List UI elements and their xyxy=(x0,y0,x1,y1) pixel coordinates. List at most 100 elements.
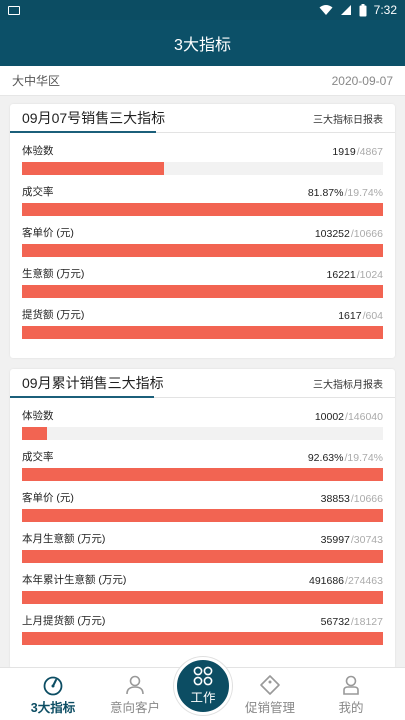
metric-item: 客单价 (元) 103252/10666 xyxy=(10,218,395,259)
title-underline xyxy=(10,396,154,398)
metric-value: 16221 xyxy=(326,269,356,281)
title-underline xyxy=(10,131,156,133)
progress-fill xyxy=(22,591,383,604)
metric-target: /1024 xyxy=(356,269,383,281)
metric-item: 体验数 10002/146040 xyxy=(10,401,395,442)
daily-report-link[interactable]: 三大指标日报表 xyxy=(313,114,383,126)
metric-label: 成交率 xyxy=(22,451,54,463)
image-notification-icon xyxy=(8,5,20,15)
metric-item: 提货额 (万元) 1617/604 xyxy=(10,300,395,341)
work-button[interactable]: 工作 xyxy=(174,657,232,715)
metric-value: 1617 xyxy=(338,310,362,322)
date-label[interactable]: 2020-09-07 xyxy=(331,73,393,88)
metric-label: 客单价 (元) xyxy=(22,227,74,239)
progress-fill xyxy=(22,468,383,481)
metric-target: /19.74% xyxy=(344,187,383,199)
metric-value: 81.87% xyxy=(307,187,344,199)
progress-track xyxy=(22,285,383,298)
region-date-bar: 大中华区 2020-09-07 xyxy=(0,66,405,96)
progress-track xyxy=(22,203,383,216)
metric-label: 成交率 xyxy=(22,186,54,198)
metric-value: 103252 xyxy=(314,228,350,240)
nav-item-3-metrics[interactable]: 3大指标 xyxy=(18,668,88,720)
metric-target: /4867 xyxy=(356,146,383,158)
progress-track xyxy=(22,244,383,257)
metric-target: /10666 xyxy=(350,493,383,505)
metric-label: 生意额 (万元) xyxy=(22,268,85,280)
wifi-icon xyxy=(319,5,333,15)
nav-item-prospects[interactable]: 意向客户 xyxy=(100,668,170,720)
progress-fill xyxy=(22,509,383,522)
user-icon xyxy=(343,675,359,695)
metric-label: 体验数 xyxy=(22,145,54,157)
metric-item: 上月提货额 (万元) 56732/18127 xyxy=(10,606,395,647)
metric-value: 38853 xyxy=(320,493,350,505)
progress-track xyxy=(22,550,383,563)
progress-track xyxy=(22,509,383,522)
progress-track xyxy=(22,326,383,339)
status-time: 7:32 xyxy=(373,3,397,17)
metric-label: 提货额 (万元) xyxy=(22,309,85,321)
metric-item: 生意额 (万元) 16221/1024 xyxy=(10,259,395,300)
progress-fill xyxy=(22,427,47,440)
progress-track xyxy=(22,468,383,481)
progress-fill xyxy=(22,285,383,298)
metric-item: 体验数 1919/4867 xyxy=(10,136,395,177)
metric-label: 体验数 xyxy=(22,410,54,422)
nav-item-me[interactable]: 我的 xyxy=(316,668,386,720)
gauge-icon xyxy=(43,676,63,696)
progress-fill xyxy=(22,326,383,339)
metric-label: 上月提货额 (万元) xyxy=(22,615,106,627)
metric-target: /10666 xyxy=(350,228,383,240)
monthly-card-header: 09月累计销售三大指标 三大指标月报表 xyxy=(10,369,395,398)
progress-track xyxy=(22,427,383,440)
nav-label: 意向客户 xyxy=(109,701,160,715)
metric-value: 92.63% xyxy=(307,452,344,464)
monthly-metric-list: 体验数 10002/146040 成交率 92.63%/19.74% 客单价 (… xyxy=(10,398,395,647)
metric-label: 客单价 (元) xyxy=(22,492,74,504)
metric-value: 56732 xyxy=(320,616,350,628)
metric-item: 成交率 81.87%/19.74% xyxy=(10,177,395,218)
signal-icon xyxy=(340,5,351,15)
progress-fill xyxy=(22,162,165,175)
metric-label: 本月生意额 (万元) xyxy=(22,533,106,545)
metric-target: /18127 xyxy=(350,616,383,628)
metric-value: 10002 xyxy=(314,411,345,423)
metric-value: 491686 xyxy=(308,575,345,587)
metric-item: 本月生意额 (万元) 35997/30743 xyxy=(10,524,395,565)
region-label[interactable]: 大中华区 xyxy=(12,74,61,88)
progress-track xyxy=(22,632,383,645)
battery-icon xyxy=(359,3,367,16)
nav-item-promotions[interactable]: 促销管理 xyxy=(235,668,305,720)
metric-item: 客单价 (元) 38853/10666 xyxy=(10,483,395,524)
work-label: 工作 xyxy=(190,691,216,705)
metric-label: 本年累计生意额 (万元) xyxy=(22,574,127,586)
app-bar: 3大指标 xyxy=(0,20,405,66)
metric-target: /274463 xyxy=(345,575,383,587)
metric-item: 本年累计生意额 (万元) 491686/274463 xyxy=(10,565,395,606)
status-bar: 7:32 xyxy=(0,0,405,20)
nav-label: 我的 xyxy=(338,701,364,715)
progress-fill xyxy=(22,550,383,563)
progress-track xyxy=(22,162,383,175)
progress-fill xyxy=(22,203,383,216)
monthly-card-title: 09月累计销售三大指标 xyxy=(22,375,164,391)
metric-item: 成交率 92.63%/19.74% xyxy=(10,442,395,483)
progress-track xyxy=(22,591,383,604)
nav-label: 3大指标 xyxy=(30,701,76,715)
daily-card-header: 09月07号销售三大指标 三大指标日报表 xyxy=(10,104,395,133)
progress-fill xyxy=(22,244,383,257)
metric-target: /19.74% xyxy=(344,452,383,464)
metric-target: /604 xyxy=(362,310,383,322)
metric-value: 1919 xyxy=(332,146,356,158)
daily-metrics-card: 09月07号销售三大指标 三大指标日报表 体验数 1919/4867 成交率 8… xyxy=(10,104,395,358)
metric-target: /146040 xyxy=(345,411,383,423)
person-icon xyxy=(126,675,144,695)
monthly-report-link[interactable]: 三大指标月报表 xyxy=(313,379,383,391)
monthly-metrics-card: 09月累计销售三大指标 三大指标月报表 体验数 10002/146040 成交率… xyxy=(10,369,395,669)
metric-target: /30743 xyxy=(350,534,383,546)
tag-icon xyxy=(260,675,280,695)
grid-icon xyxy=(193,666,213,686)
nav-label: 促销管理 xyxy=(244,701,295,715)
page-title: 3大指标 xyxy=(174,37,231,54)
